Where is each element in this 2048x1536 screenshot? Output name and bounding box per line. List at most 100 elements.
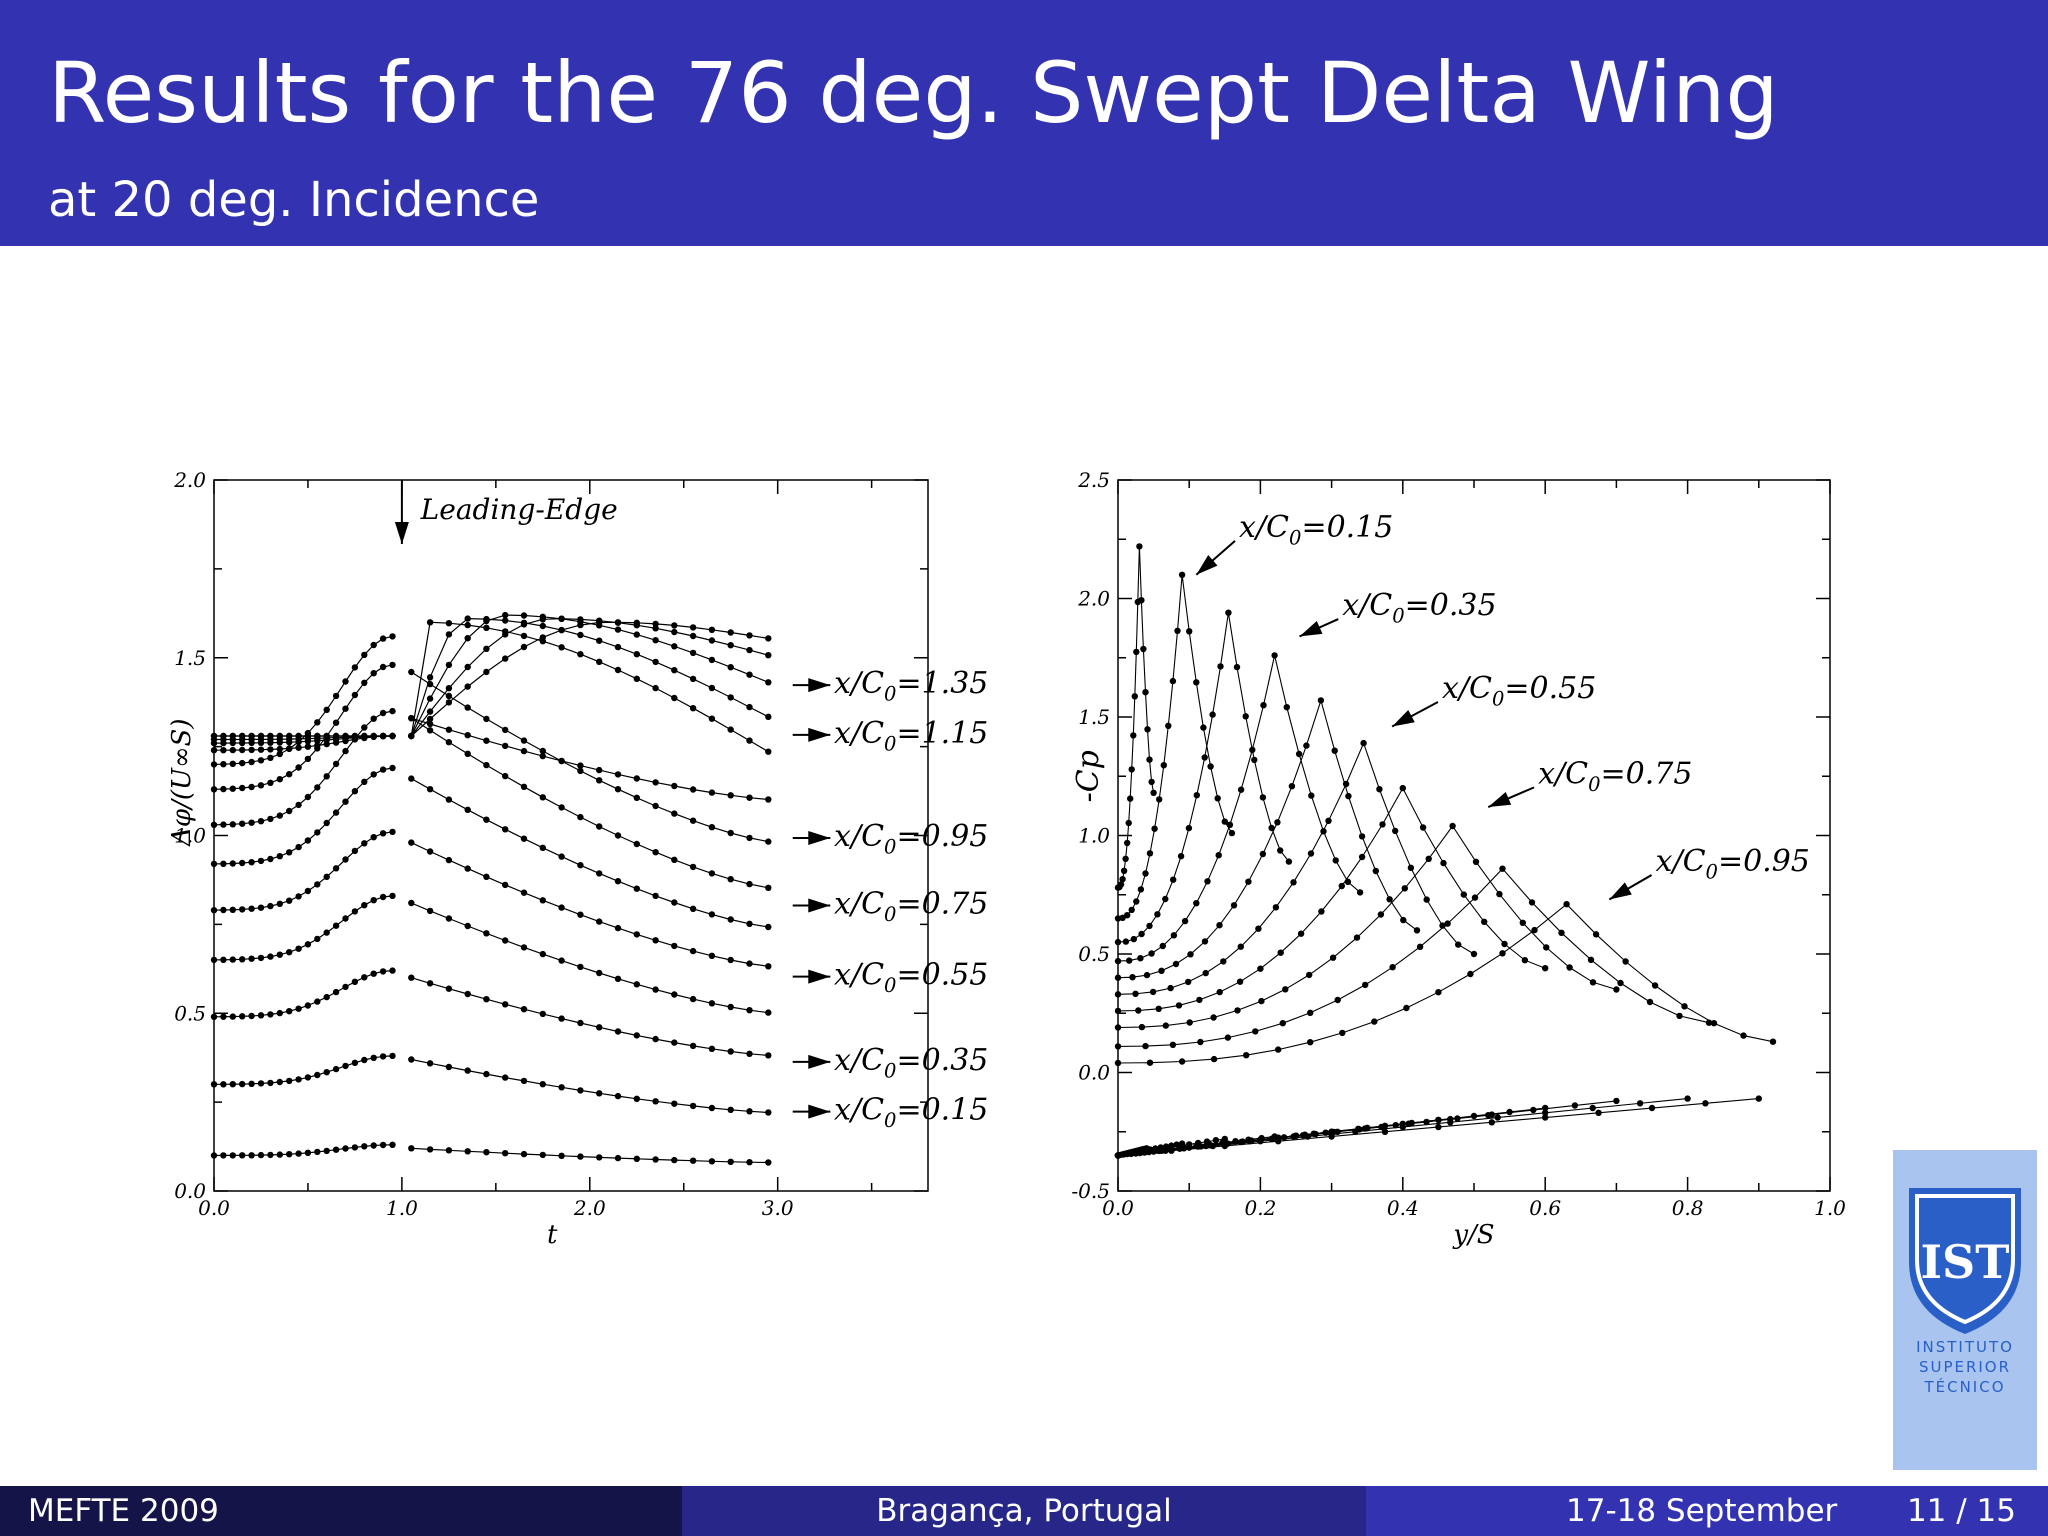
chart1-data-point [558,757,565,765]
chart2-data-point [1435,989,1442,996]
chart2-data-point [1138,930,1145,938]
chart1-data-point [295,1150,302,1157]
chart2-data-point [1177,853,1185,860]
chart1-ytick-label: 1.0 [174,824,206,848]
chart1-data-point [765,748,772,755]
chart2-data-point [1589,979,1597,986]
chart1-data-point [746,737,753,744]
chart1-data-point [746,1050,753,1058]
chart1-data-point [426,980,434,987]
chart1-data-point [210,747,218,754]
chart2-data-point [1201,938,1209,945]
chart2-data-point [1684,1095,1691,1102]
chart1-data-point [286,1077,293,1085]
chart1-data-point [746,880,753,888]
chart2-data-point [1587,956,1595,963]
chart1-data-point [765,838,772,845]
chart2-data-point [1181,917,1189,925]
chart1-data-point [342,1145,349,1152]
chart1-data-point [351,978,359,985]
chart2-data-point [1282,986,1289,993]
chart2-data-point [1225,609,1232,616]
chart1-data-point [314,1148,321,1156]
chart1-leading-edge-arrow-head [394,521,409,544]
chart2-data-point [1345,792,1352,800]
chart1-data-point [370,732,377,740]
chart2-data-point [1318,908,1325,915]
chart2-data-point [1499,950,1506,957]
chart2-data-point [1377,911,1385,918]
chart1-data-point [652,1098,659,1105]
chart1-data-point [426,619,434,626]
chart2-data-point [1146,922,1153,930]
chart2-data-point [1531,926,1538,934]
chart2-data-point [1648,1104,1656,1112]
chart1-data-point [342,747,349,755]
chart2-data-point [1542,1114,1549,1121]
chart1-data-point [558,853,565,860]
chart1-data-point [596,918,603,925]
chart1-data-point [689,624,697,631]
chart1-data-point [520,889,528,896]
chart2-data-point [1381,1128,1389,1136]
chart1-data-point [239,1013,246,1020]
chart1-data-point [539,616,546,623]
footer-page-number: 11 / 15 [1906,1493,2016,1529]
chart2-data-point [1279,1020,1287,1027]
footer-right: 17-18 September 11 / 15 [1366,1486,2048,1536]
chart2-data-point [1143,1145,1150,1152]
chart2-data-point [1651,982,1659,989]
chart1-data-point [633,775,640,782]
chart1-data-point [248,859,255,866]
chart2-ytick-label: 1.0 [1078,824,1110,848]
chart2-data-point [1158,967,1165,974]
chart1-data-point [577,767,584,775]
chart1-data-point [614,643,622,651]
chart2-data-point [1488,1119,1496,1126]
chart1-data-point [389,732,396,740]
chart2-xtick-label: 1.0 [1814,1196,1846,1220]
chart2-data-point [1255,925,1262,932]
chart1-label-arrow-head [808,678,831,693]
chart1-data-point [614,878,622,885]
chart1-data-point [464,750,471,757]
chart1-series-line [410,671,769,843]
chart2-data-point [1148,950,1155,957]
chart1-data-point [286,1151,293,1158]
chart2-data-point [1236,978,1244,985]
chart1-data-point [229,906,236,913]
footer-location: Bragança, Portugal [876,1493,1172,1529]
chart1-data-point [689,675,697,683]
chart1-series-label: x/C0=0.35 [834,1043,988,1083]
chart2-data-point [1249,746,1256,754]
chart2-data-point [1407,864,1415,871]
chart1-data-point [267,754,274,761]
chart1-data-point [379,1053,387,1060]
chart1-data-point [257,1151,265,1159]
chart1-data-point [502,1150,509,1157]
chart2-data-point [1237,943,1245,950]
chart1-data-point [314,732,321,740]
chart1-data-point [239,956,246,963]
chart2-data-point [1159,942,1167,950]
chart2-data-point [1138,1023,1146,1031]
chart2-series-label: x/C0=0.15 [1239,510,1393,550]
chart2-data-point [1622,958,1629,965]
chart2-data-point [1125,819,1132,827]
chart1-data-point [746,1108,753,1115]
chart1-data-point [708,656,716,664]
chart1-data-point [596,969,603,977]
chart1-data-point [361,724,368,731]
chart1-label-arrow-head [808,969,831,984]
chart2-data-point [1558,929,1565,936]
chart2-data-point [1193,792,1201,799]
chart1-data-point [379,766,387,773]
chart1-data-point [689,632,697,640]
chart2-ylabel: -Cp [1071,750,1106,802]
chart1-data-point [765,713,772,720]
chart1-data-point [361,1056,368,1064]
chart1-data-point [295,744,302,751]
chart1-data-point [389,633,396,640]
chart2-label-arrow-head [1392,709,1415,727]
chart1-data-point [389,1141,396,1149]
